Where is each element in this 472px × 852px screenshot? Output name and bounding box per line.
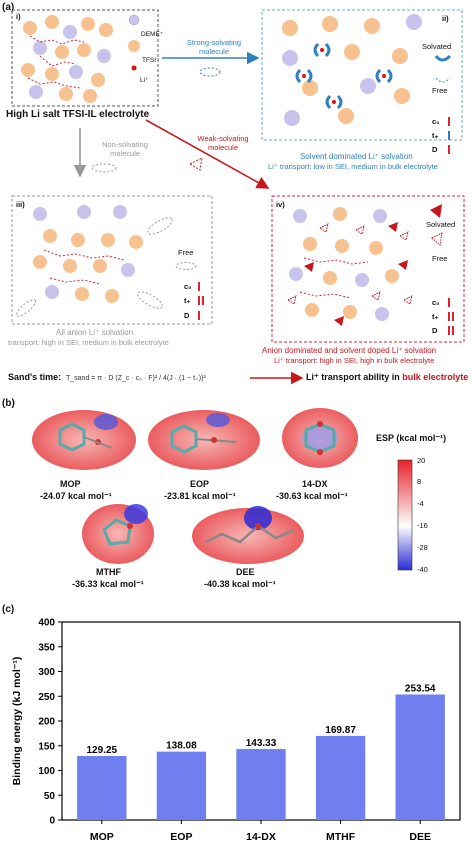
box-ii-label: ii): [442, 14, 449, 23]
box-iii-caption1: All anion Li⁺ solvation: [56, 328, 134, 337]
sand-result-highlight: bulk electrolyte: [402, 372, 469, 382]
y-tick-label: 50: [44, 791, 56, 802]
x-tick-label: DEE: [409, 831, 431, 843]
box-iii-caption2: transport: high in SEI, medium in bulk e…: [8, 338, 169, 347]
y-tick-label: 200: [38, 717, 55, 728]
y-tick-label: 0: [49, 816, 55, 827]
bar: [77, 756, 127, 820]
param-arrows: [198, 117, 454, 335]
esp-mthf: [82, 504, 154, 564]
y-axis-label: Binding energy (kJ mol⁻¹): [11, 657, 23, 786]
box-ii-param-c0: c₀: [432, 117, 440, 126]
box-iv-caption1: Anion dominated and solvent doped Li⁺ so…: [262, 346, 437, 355]
mol-value-14dx: -30.63 kcal mol⁻¹: [276, 491, 348, 501]
esp-colorbar: [397, 459, 413, 571]
esp-dee: [192, 506, 304, 564]
bar: [395, 694, 445, 820]
x-tick-label: MTHF: [326, 831, 356, 843]
colorbar-tick-m4: -4: [417, 499, 424, 508]
mol-value-mthf: -36.33 kcal mol⁻¹: [72, 579, 144, 589]
box-iii-param-d: D: [184, 311, 190, 320]
bar-value-label: 169.87: [325, 725, 356, 736]
colorbar-tick-20: 20: [417, 456, 426, 465]
y-tick-label: 400: [38, 618, 55, 629]
bar-value-label: 143.33: [246, 738, 277, 749]
esp-14dx: [282, 408, 358, 468]
colorbar-tick-m40: -40: [417, 565, 428, 574]
bar-value-label: 129.25: [87, 745, 118, 756]
box-ii-param-t: t₊: [432, 131, 439, 140]
box-iii-legend-free: Free: [178, 248, 194, 257]
mol-name-dee: DEE: [236, 567, 255, 577]
box-iii-label: iii): [16, 200, 25, 209]
colorbar-title: ESP (kcal mol⁻¹): [376, 433, 447, 443]
mol-name-mop: MOP: [60, 479, 81, 489]
box-iii-param-t: t₊: [184, 296, 191, 305]
x-tick-label: 14-DX: [246, 831, 276, 843]
mol-name-eop: EOP: [190, 479, 210, 489]
non-solvating-label: Non-solvating molecule: [102, 140, 148, 158]
mol-name-mthf: MTHF: [96, 567, 121, 577]
panel-c-letter: (c): [2, 604, 15, 615]
bar: [156, 751, 207, 820]
panel-b-letter: (b): [2, 398, 15, 409]
sand-result: Li⁺ transport ability in bulk electrolyt…: [306, 373, 468, 382]
box-ii-legend-free: Free: [432, 86, 448, 95]
colorbar-tick-m16: -16: [417, 521, 428, 530]
colorbar-tick-8: 8: [417, 477, 422, 486]
box-iv-param-t: t₊: [432, 312, 439, 321]
box-ii-particles: [282, 14, 422, 126]
y-tick-label: 300: [38, 667, 55, 678]
box-iv-legend-free: Free: [432, 254, 448, 263]
legend-deme: DEME⁺: [141, 31, 164, 38]
sand-label: Sand's time:: [8, 372, 62, 382]
mol-value-mop: -24.07 kcal mol⁻¹: [40, 491, 112, 501]
y-tick-label: 250: [38, 692, 55, 703]
y-tick-label: 350: [38, 642, 55, 653]
box-iii-particles: [15, 205, 173, 317]
x-tick-label: EOP: [170, 831, 192, 843]
box-ii-caption2: Li⁺ transport: low in SEI, medium in bul…: [268, 162, 438, 171]
mol-value-eop: -23.81 kcal mol⁻¹: [164, 491, 236, 501]
box-ii-param-d: D: [432, 145, 438, 154]
box-i-particles: [21, 15, 113, 103]
binding-energy-chart: 0 50 100 150 200 250 300 350 400 129.25 MOP 138.08 E…: [11, 618, 461, 843]
box-iv-param-c0: c₀: [432, 298, 440, 307]
box-iv-particles: [287, 207, 413, 326]
box-iv-legend-solvated: Solvated: [426, 220, 456, 229]
bar: [315, 735, 366, 820]
box-iv-caption2: Li⁺ transport: high in SEI, high in bulk…: [274, 356, 435, 365]
sand-result-text: Li⁺ transport ability in: [306, 372, 403, 382]
mol-name-14dx: 14-DX: [302, 479, 328, 489]
x-tick-label: MOP: [90, 831, 114, 843]
weak-solvating-label: Weak-solvating molecule: [197, 134, 249, 152]
panel-a-letter: (a): [2, 2, 15, 13]
mol-value-dee: -40.38 kcal mol⁻¹: [204, 579, 276, 589]
bar-value-label: 253.54: [405, 683, 436, 694]
sand-formula: T_sand = π · D (Z_c · c₀ · F)² / 4(J · (…: [66, 375, 206, 382]
legend-li: Li⁺: [140, 77, 149, 84]
esp-mop: [32, 410, 136, 470]
bar-value-label: 138.08: [166, 741, 197, 752]
y-tick-label: 100: [38, 766, 55, 777]
box-iv-param-d: D: [432, 326, 438, 335]
esp-eop: [148, 410, 260, 470]
box-ii-caption1: Solvent dominated Li⁺ solvation: [300, 152, 413, 161]
box-ii-legend-solvated: Solvated: [422, 42, 452, 51]
bar: [236, 749, 286, 820]
box-iii-param-c0: c₀: [184, 282, 192, 291]
y-tick-label: 150: [38, 741, 55, 752]
panel-a-graphic: [11, 9, 465, 385]
strong-solvating-label: Strong-solvating molecule: [186, 38, 242, 56]
panel-b-esp-maps: [32, 408, 413, 571]
box-iv-label: iv): [276, 200, 285, 209]
box-i-caption: High Li salt TFSI-IL electrolyte: [6, 109, 150, 120]
colorbar-tick-m28: -28: [417, 543, 428, 552]
box-i-label: i): [16, 12, 21, 21]
legend-tfsi: TFSI⁻: [142, 57, 160, 64]
